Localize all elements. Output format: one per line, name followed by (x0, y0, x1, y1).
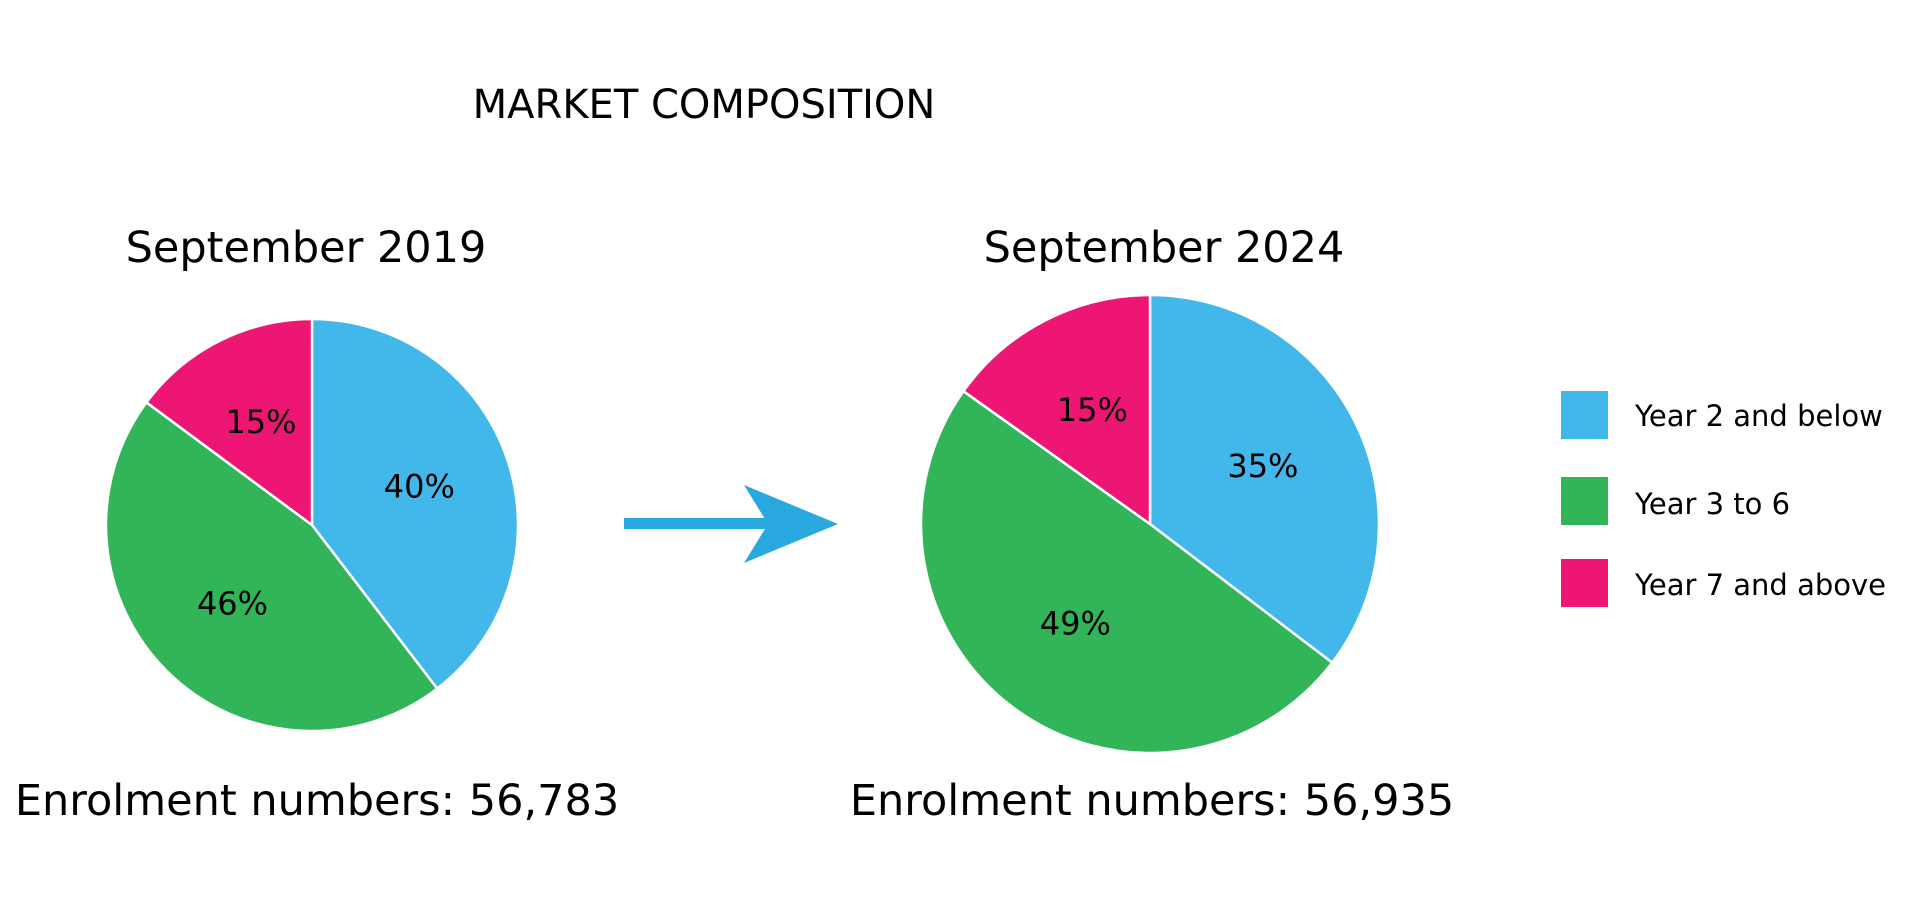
legend: Year 2 and below Year 3 to 6 Year 7 and … (1561, 391, 1886, 607)
pie-data-label-2019-year-2-and-below: 40% (384, 468, 455, 506)
legend-swatch-year-2-and-below (1561, 391, 1608, 439)
pie-title-2019: September 2019 (126, 223, 487, 273)
pie-labels-2019: 40% 46% 15% (197, 403, 455, 623)
arrow-head (744, 485, 838, 563)
arrow-shaft (624, 518, 774, 529)
pie-data-label-2024-year-7-and-above: 15% (1057, 391, 1128, 429)
pie-chart-september-2019: September 2019 40% 46% 15% Enrolment numbe… (15, 223, 619, 826)
legend-label-year-2-and-below: Year 2 and below (1634, 399, 1883, 433)
pie-slice-2024-year-3-to-6 (919, 389, 1334, 755)
pie-slice-2019-year-3-to-6 (104, 400, 439, 733)
legend-label-year-3-to-6: Year 3 to 6 (1634, 487, 1790, 521)
pie-slice-2024-year-2-and-below (1148, 293, 1381, 665)
legend-item-year-7-and-above: Year 7 and above (1561, 559, 1886, 607)
pie-slice-2024-year-7-and-above (961, 293, 1152, 527)
pie-data-label-2019-year-7-and-above: 15% (225, 403, 296, 441)
enrolment-numbers-2019: Enrolment numbers: 56,783 (15, 776, 619, 826)
legend-swatch-year-7-and-above (1561, 559, 1608, 607)
pie-slice-2019-year-2-and-below (310, 317, 520, 691)
pie-title-2024: September 2024 (984, 223, 1345, 273)
chart-title: MARKET COMPOSITION (473, 82, 936, 128)
legend-item-year-2-and-below: Year 2 and below (1561, 391, 1883, 439)
pie-data-label-2019-year-3-to-6: 46% (197, 585, 268, 623)
pie-slices-2024 (919, 293, 1381, 755)
enrolment-numbers-2024: Enrolment numbers: 56,935 (850, 776, 1454, 826)
legend-label-year-7-and-above: Year 7 and above (1634, 568, 1886, 602)
arrow-right-icon (624, 485, 838, 563)
legend-item-year-3-to-6: Year 3 to 6 (1561, 477, 1790, 525)
pie-chart-september-2024: September 2024 35% 49% 15% Enrolment numbe… (850, 223, 1454, 826)
pie-data-label-2024-year-2-and-below: 35% (1227, 447, 1298, 485)
pie-data-label-2024-year-3-to-6: 49% (1040, 604, 1111, 642)
pie-labels-2024: 35% 49% 15% (1040, 391, 1299, 642)
legend-swatch-year-3-to-6 (1561, 477, 1608, 525)
pie-slices-2019 (104, 317, 520, 733)
pie-slice-2019-year-7-and-above (144, 317, 314, 528)
